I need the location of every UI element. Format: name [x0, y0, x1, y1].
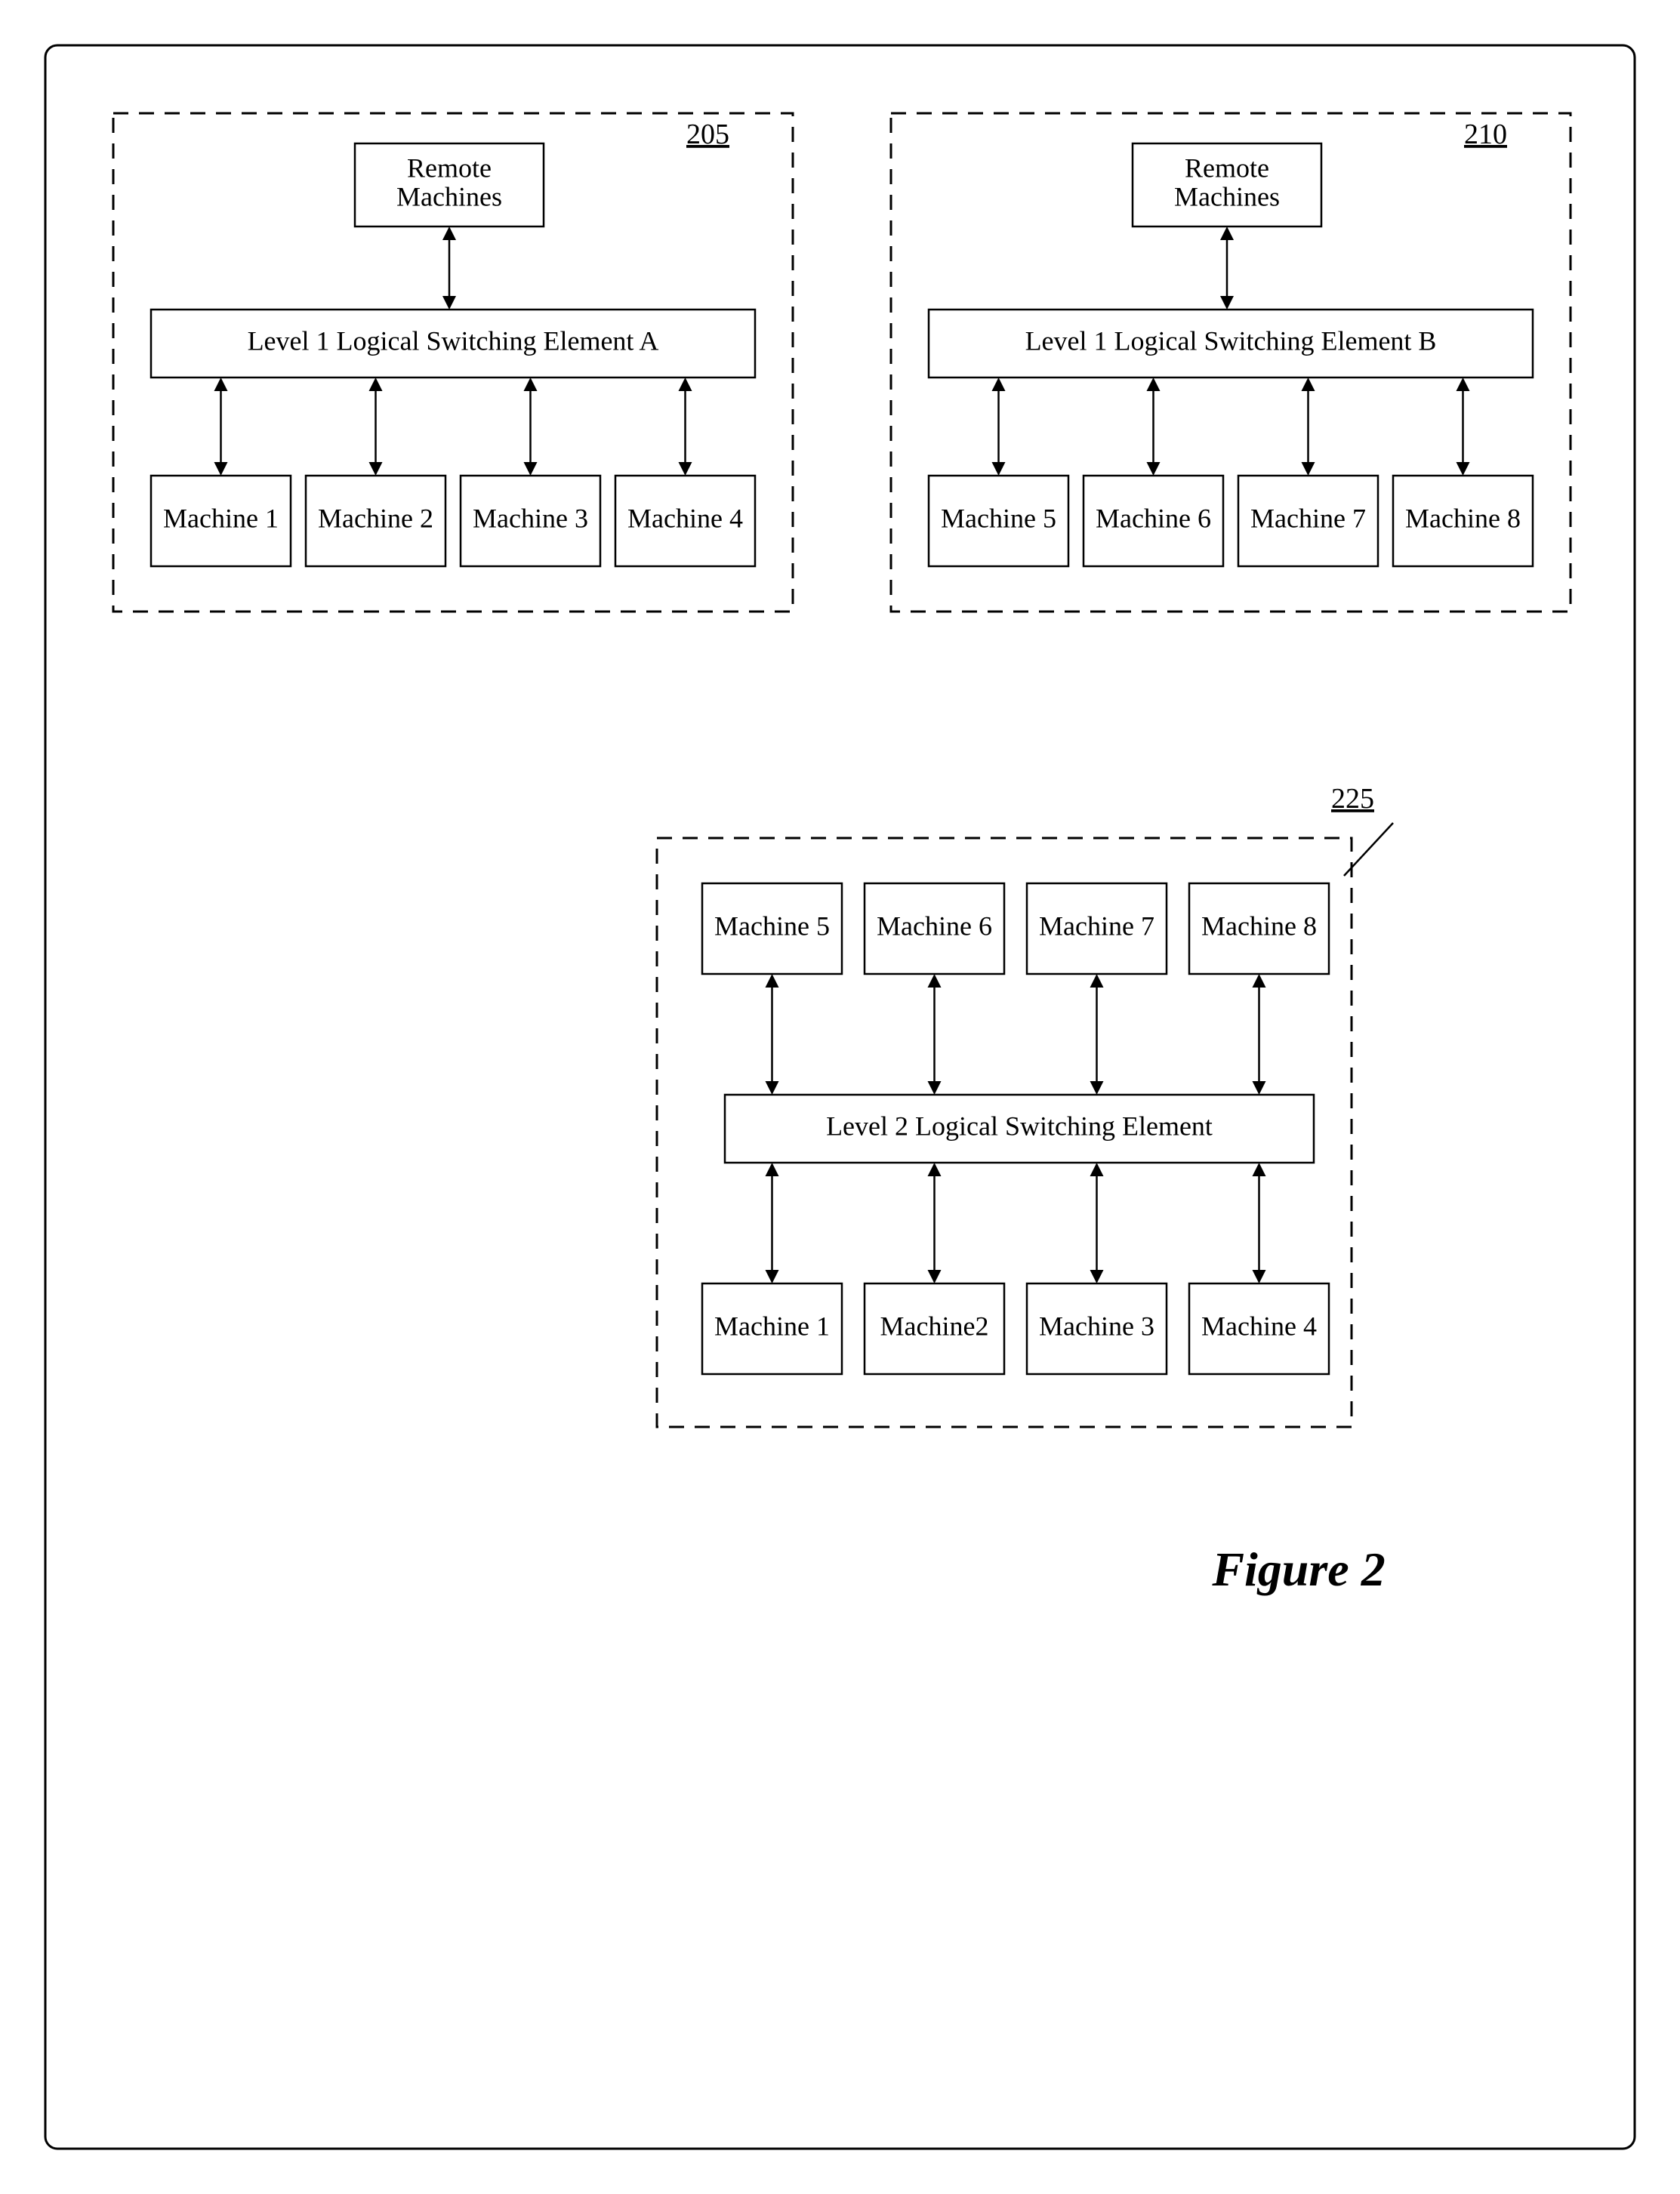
node-label: Remote — [407, 153, 492, 183]
arrowhead — [369, 462, 383, 476]
arrowhead — [766, 974, 779, 988]
arrowhead — [1147, 377, 1161, 391]
arrowhead — [1302, 377, 1315, 391]
arrowhead — [1457, 377, 1470, 391]
arrowhead — [679, 462, 692, 476]
arrowhead — [524, 462, 538, 476]
arrowhead — [1253, 1163, 1266, 1176]
arrowhead — [928, 1081, 942, 1095]
node-label: Machine2 — [880, 1311, 989, 1341]
arrowhead — [524, 377, 538, 391]
arrowhead — [1253, 1270, 1266, 1283]
ref-label: 225 — [1331, 783, 1374, 815]
arrowhead — [1302, 462, 1315, 476]
node-label: Machine 6 — [877, 911, 992, 941]
node-label: Machine 5 — [941, 503, 1056, 533]
diagram-canvas: 205RemoteMachinesLevel 1 Logical Switchi… — [0, 0, 1680, 2194]
arrowhead — [442, 296, 456, 310]
arrowhead — [766, 1270, 779, 1283]
ref-label: 205 — [686, 119, 729, 150]
node-label: Machines — [1174, 181, 1280, 211]
node-label: Level 2 Logical Switching Element — [826, 1111, 1213, 1141]
node-label: Machines — [396, 181, 502, 211]
arrowhead — [992, 462, 1006, 476]
node-label: Machine 7 — [1039, 911, 1154, 941]
arrowhead — [928, 1270, 942, 1283]
figure-caption: Figure 2 — [1211, 1542, 1385, 1596]
arrowhead — [766, 1081, 779, 1095]
node-label: Machine 1 — [714, 1311, 830, 1341]
node-label: Level 1 Logical Switching Element B — [1025, 325, 1437, 356]
node-label: Machine 8 — [1405, 503, 1521, 533]
node-label: Level 1 Logical Switching Element A — [248, 325, 659, 356]
node-label: Machine 1 — [163, 503, 279, 533]
node-label: Remote — [1185, 153, 1269, 183]
arrowhead — [679, 377, 692, 391]
arrowhead — [928, 1163, 942, 1176]
arrowhead — [1253, 1081, 1266, 1095]
arrowhead — [1457, 462, 1470, 476]
arrowhead — [1090, 1081, 1104, 1095]
arrowhead — [214, 377, 228, 391]
arrowhead — [992, 377, 1006, 391]
arrowhead — [1090, 1163, 1104, 1176]
arrowhead — [766, 1163, 779, 1176]
node-label: Machine 5 — [714, 911, 830, 941]
arrowhead — [1090, 1270, 1104, 1283]
node-label: Machine 7 — [1250, 503, 1366, 533]
ref-label: 210 — [1464, 119, 1507, 150]
node-label: Machine 3 — [1039, 1311, 1154, 1341]
node-label: Machine 2 — [318, 503, 433, 533]
arrowhead — [1253, 974, 1266, 988]
arrowhead — [1220, 296, 1234, 310]
arrowhead — [1090, 974, 1104, 988]
node-label: Machine 3 — [473, 503, 588, 533]
arrowhead — [214, 462, 228, 476]
arrowhead — [1220, 226, 1234, 240]
node-label: Machine 8 — [1201, 911, 1317, 941]
node-label: Machine 4 — [1201, 1311, 1317, 1341]
arrowhead — [369, 377, 383, 391]
node-label: Machine 6 — [1096, 503, 1211, 533]
arrowhead — [928, 974, 942, 988]
arrowhead — [1147, 462, 1161, 476]
arrowhead — [442, 226, 456, 240]
node-label: Machine 4 — [627, 503, 743, 533]
